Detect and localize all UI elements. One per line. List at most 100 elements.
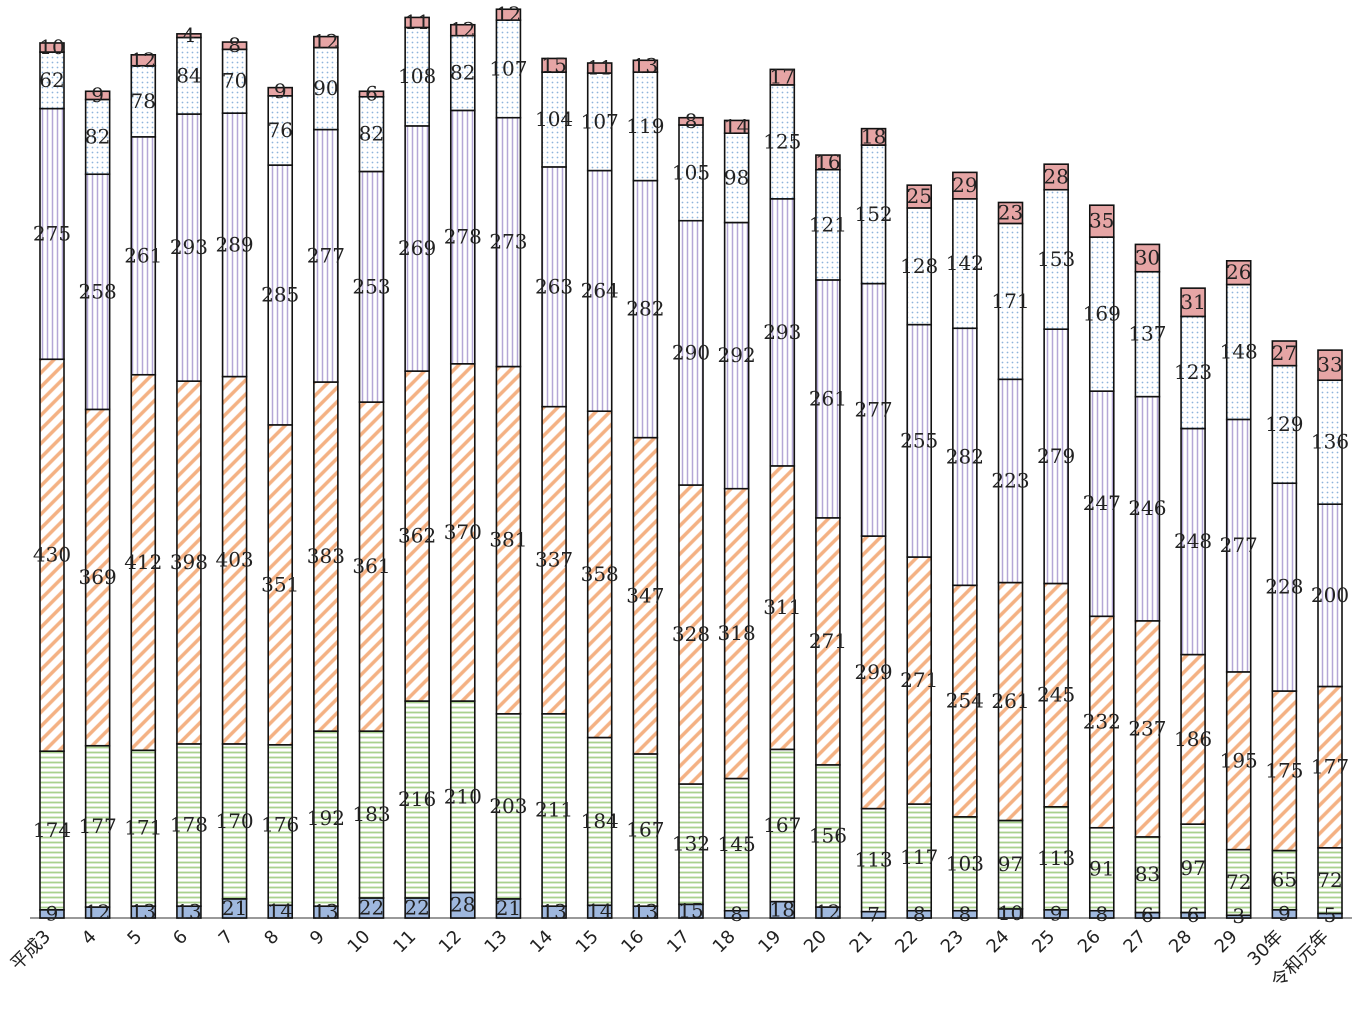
data-label: 170: [215, 809, 253, 833]
data-label: 10: [39, 35, 64, 59]
data-label: 17: [770, 65, 795, 89]
x-tick-label: 6: [169, 926, 192, 949]
bar-segment: [632, 753, 659, 907]
x-tick-label: 12: [435, 926, 466, 957]
bar-segment: [84, 744, 111, 908]
data-label: 25: [906, 184, 931, 208]
bar-segment: [815, 154, 841, 171]
data-label: 275: [33, 221, 71, 245]
data-label: 70: [222, 69, 247, 93]
data-label: 142: [946, 251, 984, 275]
bar-segment: [769, 465, 796, 751]
bar-segment: [84, 98, 111, 176]
data-label: 29: [952, 173, 977, 197]
bar-segment: [723, 487, 750, 780]
data-label: 33: [1317, 353, 1342, 377]
data-label: 12: [496, 2, 521, 26]
data-label: 282: [946, 444, 984, 468]
data-label: 254: [946, 689, 984, 713]
bar-segment: [221, 41, 248, 51]
data-label: 255: [900, 428, 938, 452]
x-tick-label: 19: [754, 926, 785, 957]
data-label: 104: [535, 107, 573, 131]
bar-segment: [1180, 427, 1206, 656]
bar-segment: [586, 72, 613, 172]
data-label: 273: [489, 230, 527, 254]
data-label: 21: [496, 896, 521, 920]
bar-segment: [449, 23, 476, 37]
data-label: 103: [946, 851, 984, 875]
bar-segment: [267, 86, 294, 97]
bar-segment: [267, 95, 294, 166]
bar-segment: [39, 107, 65, 361]
data-label: 245: [1037, 683, 1075, 707]
bar-segment: [586, 169, 613, 413]
data-label: 82: [359, 122, 384, 146]
bar-segment: [769, 68, 796, 86]
x-tick-label: 16: [617, 926, 648, 957]
data-label: 253: [352, 274, 390, 298]
x-tick-label: 27: [1119, 926, 1150, 957]
bar-segment: [1043, 328, 1069, 585]
bar-segment: [449, 891, 476, 919]
data-label: 3: [1232, 904, 1245, 928]
bar-segment: [1088, 390, 1115, 618]
x-tick-label: 21: [846, 926, 877, 957]
data-label: 13: [176, 900, 201, 924]
bar-segment: [1271, 849, 1298, 911]
bar-segment: [404, 370, 430, 702]
data-label: 107: [581, 109, 619, 133]
data-label: 171: [124, 816, 162, 840]
data-label: 91: [1089, 857, 1114, 881]
data-label: 211: [535, 797, 573, 821]
bar-segment: [678, 219, 704, 486]
bar-segment: [1043, 188, 1069, 330]
data-label: 403: [215, 548, 253, 572]
data-label: 183: [352, 802, 390, 826]
bar-segment: [176, 743, 202, 907]
data-label: 30: [1135, 246, 1160, 270]
bar-segment: [1317, 379, 1343, 505]
data-label: 16: [815, 150, 840, 174]
data-label: 277: [854, 397, 892, 421]
bar-segment: [221, 48, 248, 114]
data-label: 13: [131, 900, 156, 924]
bar-segment: [586, 62, 613, 74]
data-label: 15: [541, 53, 566, 77]
bar-segment: [1134, 243, 1161, 273]
bar-segment: [860, 807, 887, 913]
bar-segment: [541, 166, 567, 408]
data-label: 292: [718, 343, 756, 367]
data-label: 318: [718, 621, 756, 645]
data-label: 279: [1037, 444, 1075, 468]
data-label: 11: [587, 56, 612, 80]
bar-segment: [723, 119, 750, 134]
data-label: 311: [763, 595, 801, 619]
data-label: 5: [1324, 903, 1337, 927]
data-label: 82: [450, 61, 475, 85]
data-label: 184: [581, 809, 619, 833]
data-label: 31: [1180, 290, 1205, 314]
data-label: 132: [672, 832, 710, 856]
data-label: 362: [398, 524, 436, 548]
bar-segment: [815, 168, 841, 281]
data-label: 13: [313, 900, 338, 924]
data-label: 271: [809, 629, 847, 653]
bar-segment: [404, 700, 430, 899]
data-label: 12: [450, 18, 475, 42]
bar-segment: [723, 777, 750, 912]
data-label: 261: [991, 689, 1029, 713]
data-label: 178: [170, 813, 208, 837]
bar-segment: [313, 730, 339, 907]
data-label: 137: [1128, 322, 1166, 346]
bar-segment: [632, 59, 659, 73]
bar-segment: [952, 816, 978, 912]
data-label: 28: [1043, 164, 1068, 188]
bar-segment: [1317, 847, 1343, 915]
bar-segment: [176, 33, 202, 39]
data-label: 12: [85, 900, 110, 924]
bar-segment: [495, 116, 522, 368]
data-label: 10: [998, 901, 1023, 925]
bar-segment: [632, 179, 659, 439]
